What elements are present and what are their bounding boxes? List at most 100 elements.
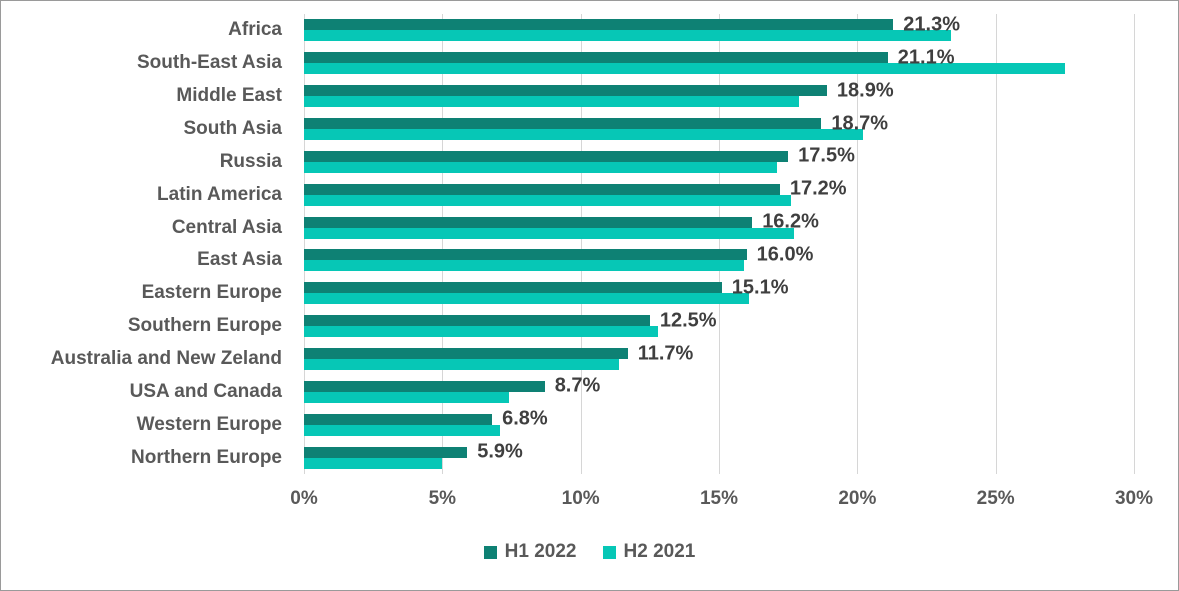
data-label: 5.9% (477, 440, 523, 463)
gridline (719, 14, 720, 474)
bar-group: 8.7% (304, 375, 1134, 408)
gridline (304, 14, 305, 474)
bar-h2-2021 (304, 391, 509, 403)
gridline (995, 14, 997, 474)
category-label: South Asia (183, 118, 282, 140)
x-tick-label: 15% (699, 488, 739, 509)
bar-group: 16.2% (304, 211, 1134, 244)
chart-row: South-East Asia 21.1% (1, 46, 1134, 80)
chart-row: Eastern Europe 15.1% (1, 276, 1134, 310)
data-label: 8.7% (554, 374, 601, 397)
gridline (857, 14, 859, 474)
chart-row: Middle East 18.9% (1, 79, 1134, 113)
bar-h1-2022 (304, 85, 827, 97)
data-label: 16.2% (762, 210, 819, 233)
data-label: 11.7% (637, 342, 694, 365)
data-label: 6.8% (502, 407, 548, 430)
x-tick-label: 25% (976, 488, 1015, 509)
bar-group: 17.5% (304, 145, 1134, 178)
bar-h2-2021 (304, 260, 744, 272)
category-label: Eastern Europe (141, 282, 282, 304)
category-label: Russia (219, 150, 282, 172)
data-label: 12.5% (659, 309, 717, 332)
bar-h2-2021 (304, 293, 750, 305)
data-label: 17.2% (789, 177, 847, 200)
chart-row: Australia and New Zeland 11.7% (1, 342, 1134, 376)
category-label: South-East Asia (137, 52, 282, 74)
legend-label-h1-2022: H1 2022 (504, 541, 577, 562)
bar-group: 16.0% (304, 243, 1134, 277)
x-tick-label: 30% (1114, 488, 1154, 509)
bar-group: 6.8% (304, 408, 1134, 441)
bar-group: 18.7% (304, 112, 1134, 146)
bar-h1-2022 (304, 118, 822, 129)
bar-group: 15.1% (304, 276, 1134, 310)
chart-rows: Africa 21.3% South-East Asia 21.1% Middle Ea… (1, 13, 1134, 474)
legend-item-h2-2021: H2 2021 (602, 541, 696, 563)
chart-row: Western Europe 6.8% (1, 408, 1134, 441)
bar-h1-2022 (304, 315, 650, 327)
bar-h2-2021 (304, 227, 794, 239)
bar-group: 21.3% (304, 13, 1134, 47)
bar-h2-2021 (304, 129, 863, 140)
bar-h1-2022 (304, 216, 753, 228)
chart-row: South Asia 18.7% (1, 112, 1134, 146)
bar-group: 11.7% (304, 342, 1134, 376)
category-label: Africa (228, 19, 282, 41)
bar-h2-2021 (304, 424, 501, 436)
chart-row: East Asia 16.0% (1, 243, 1134, 277)
data-label: 18.7% (831, 112, 889, 134)
chart-row: Russia 17.5% (1, 145, 1134, 178)
bar-h1-2022 (304, 183, 780, 195)
chart-legend: H1 2022 H2 2021 (1, 541, 1178, 563)
x-tick-label: 10% (561, 488, 600, 509)
bar-h1-2022 (304, 52, 888, 64)
bar-h1-2022 (304, 150, 789, 162)
legend-label-h2-2021: H2 2021 (623, 541, 696, 562)
category-label: Middle East (176, 85, 282, 107)
bar-h2-2021 (304, 63, 1065, 75)
bar-group: 5.9% (304, 441, 1134, 474)
data-label: 16.0% (756, 243, 814, 266)
bar-group: 21.1% (304, 46, 1134, 80)
data-label: 21.1% (897, 46, 955, 69)
data-label: 15.1% (731, 276, 789, 299)
category-label: Central Asia (171, 216, 282, 238)
category-label: Southern Europe (127, 315, 282, 337)
bar-h2-2021 (304, 359, 620, 371)
bar-h2-2021 (304, 96, 800, 108)
gridline (580, 14, 582, 474)
bar-h1-2022 (304, 19, 894, 31)
x-axis-ticks: 0% 5% 10% 15% 20% 25% 30% (290, 488, 1153, 514)
bar-h2-2021 (304, 30, 952, 42)
x-tick-label: 0% (290, 488, 318, 509)
legend-swatch-h2-2021 (602, 545, 616, 559)
x-tick-label: 5% (428, 488, 457, 509)
category-label: Western Europe (136, 413, 282, 435)
bar-h1-2022 (304, 413, 493, 425)
chart-row: Southern Europe 12.5% (1, 309, 1134, 343)
data-label: 17.5% (798, 144, 855, 167)
bar-group: 12.5% (304, 309, 1134, 343)
legend-item-h1-2022: H1 2022 (483, 541, 577, 563)
bar-h2-2021 (304, 161, 778, 173)
legend-swatch-h1-2022 (483, 545, 497, 559)
bar-h2-2021 (304, 326, 659, 338)
chart-row: USA and Canada 8.7% (1, 375, 1134, 408)
category-label: Northern Europe (131, 446, 282, 468)
gridline (1134, 14, 1135, 474)
category-label: East Asia (197, 249, 282, 271)
category-label: Australia and New Zeland (50, 348, 282, 370)
chart-row: Latin America 17.2% (1, 178, 1134, 211)
chart-row: Africa 21.3% (1, 13, 1134, 47)
chart-row: Northern Europe 5.9% (1, 441, 1134, 474)
bar-h2-2021 (304, 457, 443, 469)
data-label: 18.9% (836, 79, 894, 102)
bar-h1-2022 (304, 446, 468, 458)
bar-h1-2022 (304, 380, 545, 392)
bar-h2-2021 (304, 194, 791, 206)
category-label: USA and Canada (129, 380, 282, 402)
chart-row: Central Asia 16.2% (1, 211, 1134, 244)
bar-group: 17.2% (304, 178, 1134, 211)
